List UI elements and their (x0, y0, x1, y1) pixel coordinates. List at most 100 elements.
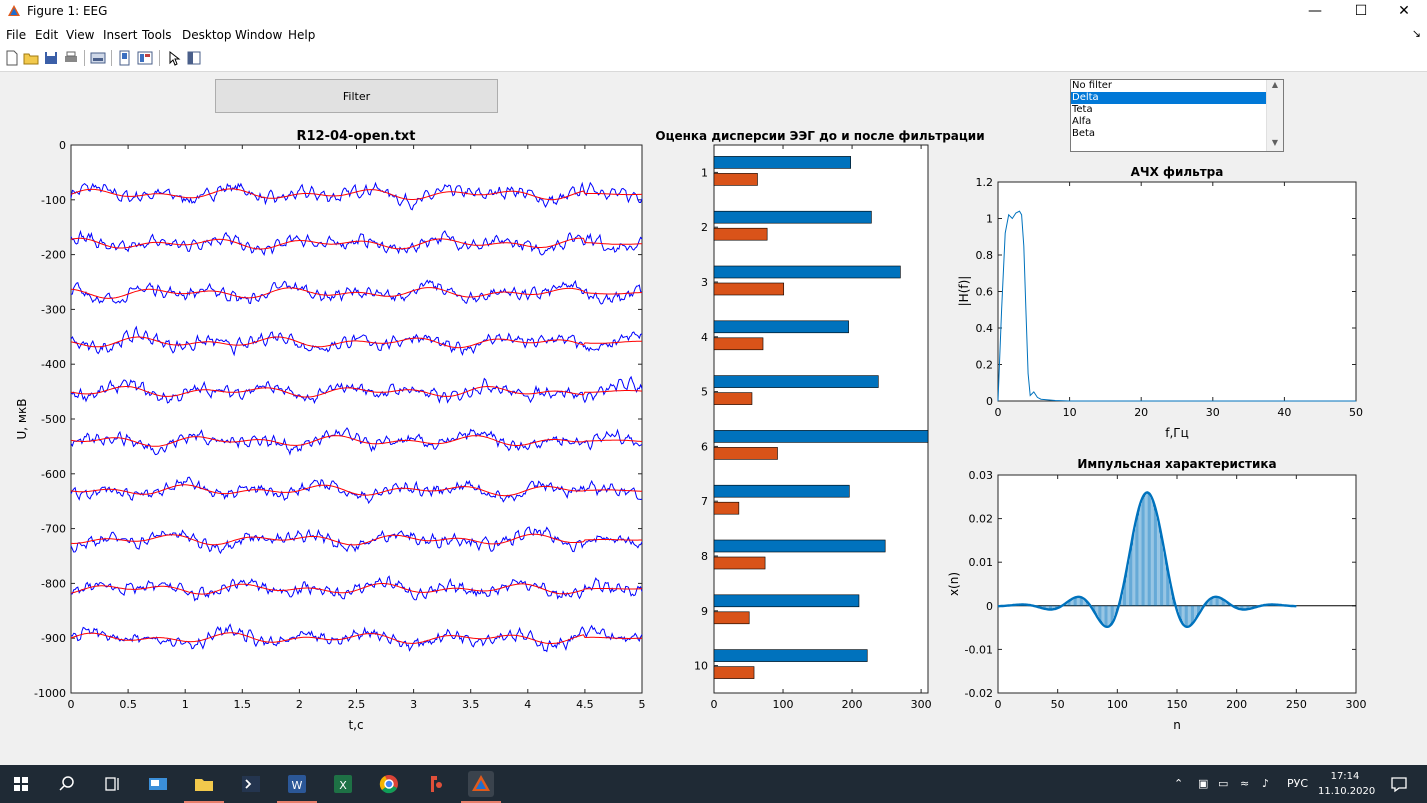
eeg-x-tick-label: 2.5 (348, 698, 366, 711)
tray-language[interactable]: РУС (1287, 777, 1309, 790)
edit-plot-arrow-icon[interactable] (166, 50, 182, 66)
task-view-icon[interactable] (99, 771, 125, 797)
variance-bar-after (713, 282, 785, 296)
eeg-y-tick-label: -500 (41, 413, 66, 426)
impulse-response-title: Импульсная характеристика (1077, 457, 1276, 471)
word-icon[interactable]: W (277, 771, 317, 803)
filter-option-beta[interactable]: Beta (1072, 128, 1096, 139)
eeg-axes[interactable] (70, 144, 643, 694)
hide-plot-tools-icon[interactable] (117, 50, 133, 66)
variance-bar-before (713, 484, 850, 498)
variance-x-tick-label: 200 (842, 698, 863, 711)
freq-response-line (997, 210, 1356, 402)
tray-battery-icon[interactable]: ▭ (1218, 777, 1229, 790)
filter-option-delta[interactable]: Delta (1071, 92, 1268, 104)
app-tool-icon[interactable] (422, 771, 448, 797)
new-figure-icon[interactable] (4, 50, 20, 66)
taskbar-clock[interactable]: 17:14 11.10.2020 (1318, 769, 1375, 799)
variance-bar-after (713, 392, 753, 405)
impulse-x-tick-label: 100 (1107, 698, 1128, 711)
freq-y-tick-label: 0.4 (976, 322, 994, 335)
impulse-x-tick-label: 300 (1346, 698, 1367, 711)
open-file-icon[interactable] (23, 50, 39, 66)
impulse-x-tick-label: 200 (1226, 698, 1247, 711)
eeg-y-tick-label: -600 (41, 468, 66, 481)
file-explorer-icon[interactable] (184, 771, 224, 803)
windows-start-icon[interactable] (8, 771, 34, 797)
close-button[interactable]: ✕ (1398, 3, 1410, 19)
filter-listbox[interactable]: No filter Delta Teta Alfa Beta ▲ ▼ (1070, 79, 1284, 152)
freq-x-tick-label: 40 (1277, 406, 1291, 419)
figure-canvas: R12-04-open.txt t,c U, мкВ 0 0.5 1 1.5 2 2.5 3… (15, 129, 1367, 732)
control-panel-icon[interactable] (145, 771, 171, 797)
filter-option-no-filter[interactable]: No filter (1072, 80, 1113, 91)
eeg-raw-channel-line (70, 427, 643, 456)
eeg-x-tick-label: 4 (524, 698, 531, 711)
search-icon[interactable] (54, 771, 80, 797)
variance-x-tick-label: 0 (711, 698, 718, 711)
toolbar-separator (159, 50, 160, 66)
eeg-y-tick-label: -900 (41, 632, 66, 645)
notifications-icon[interactable] (1386, 771, 1412, 797)
variance-bar-after (713, 173, 758, 186)
eeg-xlabel: t,c (348, 718, 363, 732)
print-icon[interactable] (63, 50, 79, 66)
tray-volume-icon[interactable]: ♪ (1262, 777, 1270, 790)
save-icon[interactable] (43, 50, 59, 66)
filter-button[interactable]: Filter (215, 79, 498, 113)
menu-bar: File Edit View Insert Tools Desktop Wind… (0, 24, 1427, 45)
eeg-filtered-channel-line (70, 237, 643, 250)
freq-x-tick-label: 50 (1349, 406, 1363, 419)
variance-bar-before (713, 265, 901, 279)
variance-axes[interactable] (713, 144, 929, 694)
freq-response-axes[interactable] (997, 181, 1357, 402)
freq-y-tick-label: 1 (986, 213, 993, 226)
impulse-x-tick-label: 50 (1051, 698, 1065, 711)
listbox-scrollbar[interactable]: ▲ ▼ (1266, 80, 1283, 151)
eeg-y-tick-label: -400 (41, 358, 66, 371)
impulse-y-tick-label: 0.03 (969, 469, 994, 482)
figure-toolbar (0, 45, 1427, 72)
menu-insert[interactable]: Insert (103, 28, 138, 42)
freq-y-tick-label: 0.2 (976, 359, 994, 372)
filter-option-alfa[interactable]: Alfa (1072, 116, 1092, 127)
menu-tools[interactable]: Tools (142, 28, 172, 42)
matlab-figure-icon (8, 5, 20, 16)
eeg-x-tick-label: 3.5 (462, 698, 480, 711)
menu-desktop[interactable]: Desktop (182, 28, 232, 42)
property-inspector-icon[interactable] (186, 50, 202, 66)
eeg-y-tick-label: -100 (41, 194, 66, 207)
tray-wifi-icon[interactable]: ≈ (1240, 777, 1250, 790)
menu-edit[interactable]: Edit (35, 28, 59, 42)
filter-option-teta[interactable]: Teta (1072, 104, 1093, 115)
menu-file[interactable]: File (6, 28, 27, 42)
menu-help[interactable]: Help (288, 28, 316, 42)
matlab-taskbar-icon[interactable] (461, 771, 501, 803)
variance-bar-after (713, 556, 766, 570)
dock-arrow-icon[interactable]: ↘ (1411, 27, 1421, 40)
scroll-up-icon[interactable]: ▲ (1271, 80, 1279, 89)
scroll-down-icon[interactable]: ▼ (1271, 138, 1279, 147)
show-plot-tools-icon[interactable] (137, 50, 153, 66)
variance-bar-after (713, 666, 755, 679)
tray-overflow-icon[interactable]: ⌃ (1174, 777, 1184, 790)
variance-category-label: 10 (694, 660, 708, 673)
variance-category-label: 4 (701, 331, 708, 344)
menu-window[interactable]: Window (235, 28, 283, 42)
tray-network-icon[interactable]: ▣ (1198, 777, 1209, 790)
eeg-y-tick-label: -700 (41, 523, 66, 536)
powershell-icon[interactable] (238, 771, 264, 797)
impulse-x-tick-label: 150 (1167, 698, 1188, 711)
menu-view[interactable]: View (66, 28, 95, 42)
link-plot-icon[interactable] (90, 50, 106, 66)
chrome-icon[interactable] (376, 771, 402, 797)
eeg-x-tick-label: 0.5 (119, 698, 137, 711)
maximize-button[interactable]: ☐ (1354, 3, 1368, 19)
variance-bar-before (713, 594, 860, 608)
impulse-response-axes[interactable] (997, 474, 1357, 694)
window-title: Figure 1: EEG (27, 4, 108, 18)
minimize-button[interactable]: — (1308, 3, 1322, 19)
impulse-x-tick-label: 0 (995, 698, 1002, 711)
excel-icon[interactable]: X (330, 771, 356, 797)
eeg-title: R12-04-open.txt (296, 129, 415, 144)
